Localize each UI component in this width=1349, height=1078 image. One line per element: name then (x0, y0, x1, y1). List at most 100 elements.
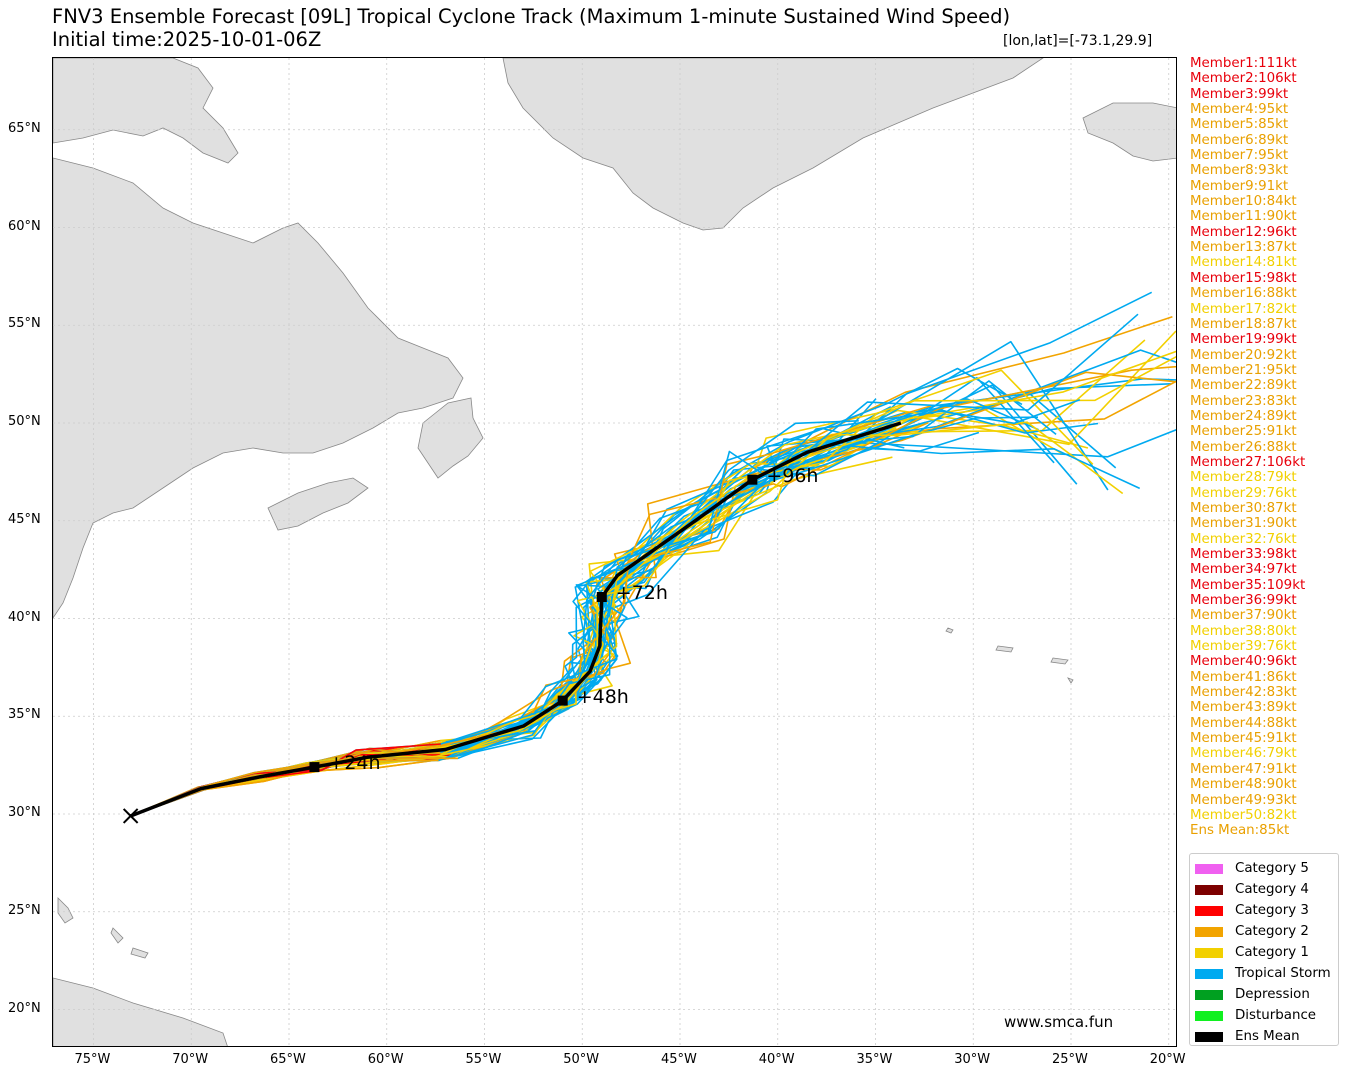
bahamas-islands (57, 897, 149, 959)
coordinate-readout: [lon,lat]=[-73.1,29.9] (1003, 33, 1153, 49)
legend-entry: Category 5 (1190, 858, 1338, 879)
member-intensity-entry: Member23:83kt (1190, 393, 1297, 409)
legend-swatch-icon (1195, 1031, 1223, 1042)
member-intensity-entry: Member5:85kt (1190, 117, 1289, 133)
lon-tick-label: 55°W (465, 1052, 502, 1067)
member-intensity-list: Member1:111kt Member2:106kt Member3:99kt Me… (1190, 56, 1305, 839)
legend-entry: Category 3 (1190, 900, 1338, 921)
legend-entry: Category 1 (1190, 942, 1338, 963)
member-track-early-segment (130, 752, 450, 817)
member-track-line (130, 456, 893, 817)
member-intensity-entry: Member17:82kt (1190, 301, 1297, 317)
legend-entry: Category 4 (1190, 879, 1338, 900)
lat-tick-label: 60°N (8, 218, 41, 234)
azores-islands (945, 627, 1074, 684)
lat-tick-label: 40°N (8, 609, 41, 625)
lat-tick-label: 20°N (8, 1000, 41, 1016)
member-intensity-entry: Member21:95kt (1190, 362, 1297, 378)
legend-entry: Tropical Storm (1190, 963, 1338, 984)
map-plot-area[interactable]: +24h +48h +72h +96h (52, 57, 1177, 1047)
lat-tick-label: 25°N (8, 902, 41, 918)
member-intensity-entry: Member32:76kt (1190, 531, 1297, 547)
member-track-line (130, 428, 885, 817)
legend-label: Depression (1235, 987, 1310, 1002)
legend-swatch-icon (1195, 926, 1223, 937)
member-track-line (130, 416, 1039, 817)
lon-tick-label: 35°W (856, 1052, 893, 1067)
lon-tick-label: 70°W (172, 1052, 209, 1067)
member-intensity-entry: Member27:106kt (1190, 454, 1306, 470)
member-intensity-entry: Member3:99kt (1190, 86, 1289, 102)
ens-mean-marker (309, 762, 320, 773)
ens-mean-marker (747, 474, 758, 485)
lat-tick-label: 30°N (8, 805, 41, 820)
track-label-48h: +48h (576, 685, 629, 708)
member-intensity-entry: Member45:91kt (1190, 731, 1297, 747)
member-intensity-entry: Member41:86kt (1190, 669, 1297, 685)
member-intensity-entry: Member4:95kt (1190, 102, 1289, 118)
member-track-line (130, 432, 886, 817)
member-intensity-entry: Member38:80kt (1190, 623, 1297, 639)
legend-swatch-icon (1195, 884, 1223, 895)
cuba-landmass (53, 977, 228, 1046)
legend-label: Tropical Storm (1235, 966, 1331, 981)
member-intensity-entry: Member14:81kt (1190, 255, 1297, 271)
member-intensity-entry: Member10:84kt (1190, 194, 1297, 210)
ens-mean-marker (557, 695, 568, 706)
member-intensity-entry: Member20:92kt (1190, 347, 1297, 363)
legend-label: Category 1 (1235, 945, 1309, 960)
member-track-line (130, 431, 980, 817)
legend-entry: Depression (1190, 984, 1338, 1005)
newfoundland-landmass (417, 397, 484, 479)
nova-scotia-landmass (267, 477, 369, 531)
member-intensity-entry: Member36:99kt (1190, 593, 1297, 609)
member-intensity-entry: Member35:109kt (1190, 577, 1306, 593)
legend-entry: Category 2 (1190, 921, 1338, 942)
legend-swatch-icon (1195, 947, 1223, 958)
map-canvas[interactable] (53, 58, 1177, 1047)
member-track-early-segment (130, 752, 452, 817)
legend-label: Category 4 (1235, 882, 1309, 897)
member-track-early-segment (130, 754, 441, 817)
legend-swatch-icon (1195, 905, 1223, 916)
member-intensity-entry: Member42:83kt (1190, 685, 1297, 701)
member-track-early-segment (130, 752, 445, 817)
member-intensity-entry: Member48:90kt (1190, 777, 1297, 793)
chart-title: FNV3 Ensemble Forecast [09L] Tropical Cy… (52, 5, 1010, 51)
lon-tick-label: 65°W (270, 1052, 306, 1067)
member-track-early-segment (130, 751, 457, 817)
track-label-24h: +24h (328, 752, 381, 775)
legend-label: Ens Mean (1235, 1029, 1300, 1044)
member-intensity-entry: Member39:76kt (1190, 639, 1297, 655)
member-intensity-entry: Member2:106kt (1190, 71, 1297, 87)
member-intensity-entry: Member30:87kt (1190, 500, 1297, 516)
lat-tick-label: 50°N (8, 414, 41, 429)
ens-mean-marker (596, 591, 607, 602)
legend: Category 5 Category 4 Category 3 Category 2… (1189, 853, 1339, 1046)
track-label-72h: +72h (615, 581, 668, 604)
lat-lon-gridlines (53, 58, 1176, 1046)
legend-swatch-icon (1195, 968, 1223, 979)
member-intensity-entry: Member34:97kt (1190, 562, 1297, 578)
member-intensity-entry: Member15:98kt (1190, 270, 1297, 286)
lat-tick-label: 55°N (8, 316, 41, 332)
member-intensity-entry: Ens Mean:85kt (1190, 823, 1290, 839)
labrador-quebec-landmass (53, 157, 464, 619)
chart-title-line1: FNV3 Ensemble Forecast [09L] Tropical Cy… (52, 5, 1011, 28)
member-intensity-entry: Member24:89kt (1190, 408, 1297, 424)
member-intensity-entry: Member37:90kt (1190, 608, 1297, 624)
legend-swatch-icon (1195, 1010, 1223, 1021)
member-intensity-entry: Member28:79kt (1190, 470, 1297, 486)
baffin-island-landmass (53, 58, 239, 164)
member-intensity-entry: Member33:98kt (1190, 547, 1297, 562)
member-intensity-entry: Member43:89kt (1190, 700, 1297, 716)
lon-tick-label: 75°W (74, 1052, 111, 1067)
track-label-96h: +96h (766, 464, 819, 487)
lon-tick-label: 25°W (1052, 1052, 1088, 1067)
member-intensity-entry: Member7:95kt (1190, 148, 1289, 164)
member-intensity-entry: Member29:76kt (1190, 485, 1297, 501)
member-track-early-segment (130, 753, 449, 817)
member-intensity-entry: Member40:96kt (1190, 654, 1297, 670)
ens-mean-track (122, 421, 902, 824)
member-intensity-entry: Member1:111kt (1190, 56, 1297, 71)
